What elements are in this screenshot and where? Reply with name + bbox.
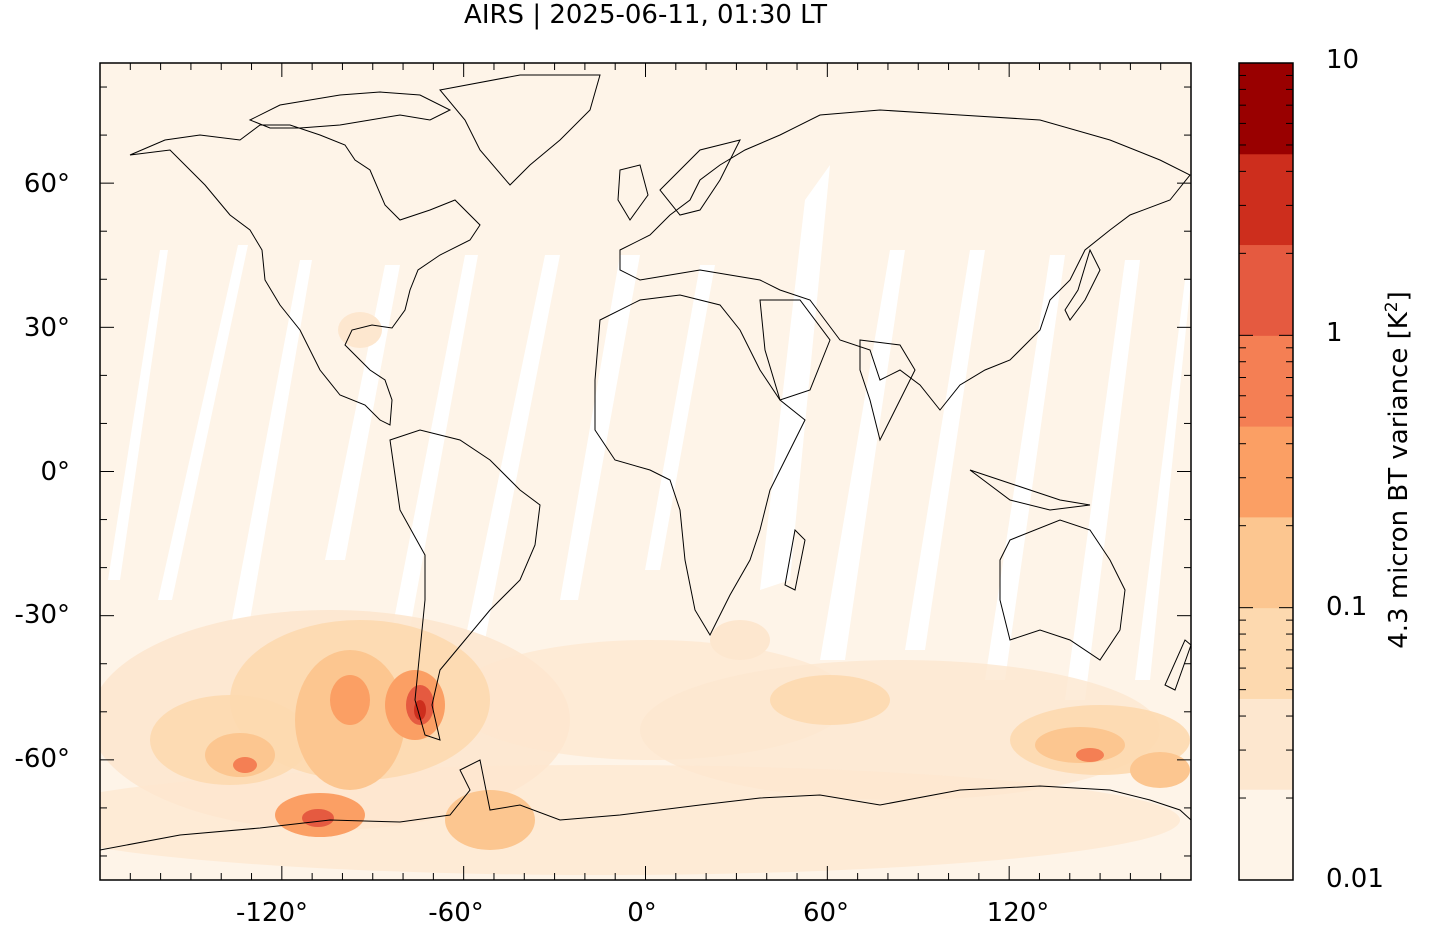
coastline-north-america: [129, 124, 481, 426]
colorbar-title-superscript: 2: [1382, 301, 1403, 313]
colorbar-frame: [1238, 62, 1294, 881]
coastline-india: [859, 339, 916, 442]
variance-blob: [445, 790, 535, 850]
colorbar-title-text: 4.3 micron BT variance [K: [1383, 312, 1414, 649]
colorbar-segment: [1239, 335, 1293, 427]
colorbar: [1238, 62, 1294, 881]
colorbar-tick-label: 10: [1326, 45, 1360, 75]
y-tick-label: 60°: [23, 169, 70, 199]
colorbar-segment: [1239, 698, 1293, 790]
orbit-gap: [1065, 260, 1140, 700]
coastlines: [100, 74, 1191, 851]
map-axes: [99, 62, 1192, 881]
coastline-uk: [617, 164, 649, 221]
coastline-south-america: [389, 429, 541, 741]
x-tick-label: -120°: [235, 898, 308, 928]
colorbar-tick-label: 0.1: [1326, 592, 1368, 622]
coastline-eurasia: [619, 109, 1191, 411]
y-tick-label: -30°: [14, 600, 70, 630]
coastline-arabia: [759, 299, 831, 401]
variance-blob: [414, 700, 426, 720]
coastline-australia: [999, 519, 1126, 661]
variance-blob: [302, 809, 334, 827]
x-tick-label: 60°: [802, 898, 850, 928]
coastline-new-zealand: [1164, 639, 1191, 691]
coastline-indonesia: [969, 469, 1091, 511]
colorbar-segment: [1239, 607, 1293, 699]
orbit-gap: [820, 250, 905, 660]
orbit-gap: [325, 265, 400, 560]
coastline-scandinavia: [659, 139, 741, 216]
colorbar-tick-label: 1: [1326, 318, 1343, 348]
orbit-gap: [108, 250, 168, 580]
coastline-africa: [594, 294, 806, 637]
colorbar-tick-label: 0.01: [1326, 864, 1384, 894]
orbit-gap: [465, 255, 560, 640]
variance-blob: [233, 757, 257, 773]
orbit-gap: [232, 260, 312, 620]
y-tick-label: 30°: [23, 313, 70, 343]
orbit-gap: [390, 255, 478, 640]
y-tick-label: 0°: [40, 457, 70, 487]
variance-blob: [100, 765, 1180, 875]
variance-blob: [1130, 752, 1190, 788]
orbit-gap-swaths: [108, 165, 1191, 700]
orbit-gap: [1135, 280, 1191, 680]
coastline-japan: [1064, 248, 1101, 321]
coastline-madagascar: [784, 528, 806, 591]
variance-blob: [770, 675, 890, 725]
x-tick-label: -60°: [428, 898, 484, 928]
variance-blob: [205, 733, 275, 777]
coastline-arctic-islands: [248, 91, 452, 129]
x-tick-label: 0°: [627, 898, 657, 928]
variance-blob: [710, 620, 770, 660]
orbit-gap: [158, 245, 248, 600]
variance-blob: [330, 675, 370, 725]
orbit-gap: [560, 255, 640, 600]
variance-blob: [338, 312, 382, 348]
orbit-gap: [905, 250, 985, 650]
variance-field: [100, 312, 1190, 875]
colorbar-segment: [1239, 426, 1293, 518]
colorbar-title: 4.3 micron BT variance [K2]: [1382, 291, 1414, 649]
x-tick-label: 120°: [986, 898, 1050, 928]
colorbar-segment: [1239, 153, 1293, 246]
colorbar-segment: [1239, 516, 1293, 609]
y-tick-label: -60°: [14, 744, 70, 774]
coastline-greenland: [439, 74, 601, 186]
colorbar-title-end: ]: [1383, 291, 1414, 302]
colorbar-segment: [1239, 244, 1293, 336]
orbit-gap: [985, 255, 1065, 680]
orbit-gap: [645, 265, 715, 570]
variance-blob: [1076, 748, 1104, 762]
plot-title: AIRS | 2025-06-11, 01:30 LT: [464, 0, 827, 30]
variance-blob: [640, 660, 1160, 800]
coastline-antarctica: [100, 759, 1191, 851]
orbit-gap: [760, 165, 830, 590]
colorbar-segment: [1239, 63, 1293, 155]
colorbar-segment: [1239, 789, 1293, 881]
